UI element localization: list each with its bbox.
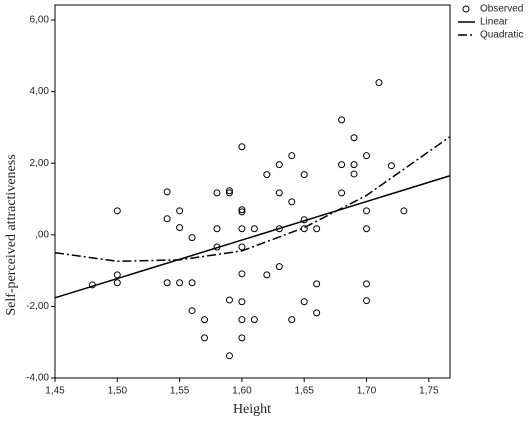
x-tick-label: 1,45 xyxy=(45,386,65,397)
data-point xyxy=(338,116,346,124)
y-axis-label: Self-perceived attractiveness xyxy=(4,154,19,315)
data-point xyxy=(238,298,246,306)
data-point xyxy=(176,279,184,287)
x-tick-label: 1,50 xyxy=(108,386,128,397)
x-tick-label: 1,55 xyxy=(170,386,190,397)
data-point xyxy=(288,198,296,206)
data-point xyxy=(313,309,321,317)
fit-line xyxy=(54,175,451,299)
data-point xyxy=(188,307,196,315)
data-point xyxy=(238,243,246,251)
data-point xyxy=(350,170,358,178)
data-point xyxy=(225,296,233,304)
y-tick-label: -2,00 xyxy=(26,301,49,312)
data-point xyxy=(176,207,184,215)
x-tick-label: 1,75 xyxy=(419,386,439,397)
plot-frame xyxy=(54,4,451,379)
legend-marker xyxy=(462,5,470,13)
data-point xyxy=(338,161,346,169)
data-point xyxy=(250,225,258,233)
data-point xyxy=(363,297,371,305)
data-point xyxy=(363,225,371,233)
data-point xyxy=(238,206,246,214)
data-point xyxy=(275,263,283,271)
data-point xyxy=(275,189,283,197)
x-tick-label: 1,70 xyxy=(357,386,377,397)
data-point xyxy=(163,188,171,196)
data-point xyxy=(213,225,221,233)
data-point xyxy=(300,171,308,179)
data-point xyxy=(313,225,321,233)
data-point xyxy=(238,225,246,233)
data-point xyxy=(238,334,246,342)
data-point xyxy=(176,224,184,232)
data-point xyxy=(163,279,171,287)
fit-line xyxy=(54,136,451,263)
data-point xyxy=(350,161,358,169)
data-point xyxy=(363,280,371,288)
y-tick-label: -4,00 xyxy=(26,373,49,384)
data-point xyxy=(288,152,296,160)
data-point xyxy=(238,143,246,151)
data-point xyxy=(188,234,196,242)
data-point xyxy=(213,189,221,197)
legend-label: Observed xyxy=(480,4,523,15)
data-point xyxy=(113,279,121,287)
data-point xyxy=(263,271,271,279)
data-point xyxy=(238,316,246,324)
data-point xyxy=(238,208,246,216)
data-point xyxy=(338,189,346,197)
data-point xyxy=(275,161,283,169)
legend-label: Quadratic xyxy=(480,30,523,41)
y-tick-label: 2,00 xyxy=(30,158,50,169)
legend-label: Linear xyxy=(480,17,508,28)
data-point xyxy=(375,79,383,87)
data-point xyxy=(250,316,258,324)
data-point xyxy=(313,280,321,288)
data-point xyxy=(163,215,171,223)
data-point xyxy=(225,352,233,360)
y-tick-label: 6,00 xyxy=(30,15,50,26)
x-tick-label: 1,65 xyxy=(294,386,314,397)
data-point xyxy=(113,207,121,215)
data-point xyxy=(363,207,371,215)
data-point xyxy=(288,316,296,324)
data-point xyxy=(225,187,233,195)
data-point xyxy=(350,134,358,142)
data-point xyxy=(201,316,209,324)
data-point xyxy=(188,279,196,287)
data-point xyxy=(263,171,271,179)
data-point xyxy=(400,207,408,215)
data-point xyxy=(225,189,233,197)
data-point xyxy=(300,298,308,306)
x-axis-label: Height xyxy=(233,402,271,417)
y-tick-label: ,00 xyxy=(35,229,49,240)
data-point xyxy=(363,152,371,160)
y-tick-label: 4,00 xyxy=(30,86,50,97)
data-point xyxy=(387,162,395,170)
data-point xyxy=(201,334,209,342)
x-tick-label: 1,60 xyxy=(232,386,252,397)
data-point xyxy=(238,270,246,278)
